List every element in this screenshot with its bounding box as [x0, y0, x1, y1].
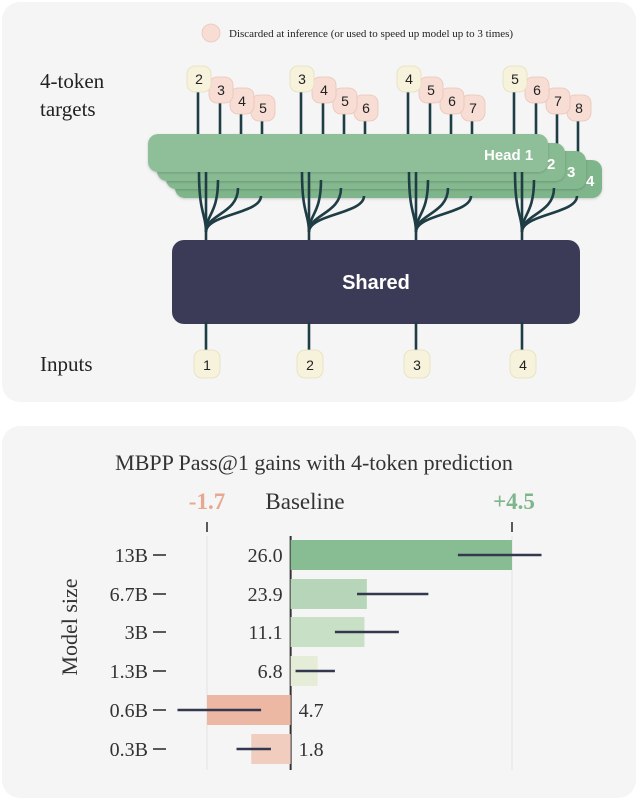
head-2-label: 2	[547, 156, 555, 173]
target-token-primary: 2	[186, 65, 212, 93]
baseline-value: 23.9	[248, 584, 283, 606]
input-tokens: 1 2 3 4	[193, 349, 537, 379]
target-token-box	[311, 76, 337, 104]
target-token-label: 5	[427, 82, 435, 98]
branch-line	[197, 171, 208, 233]
baseline-value: 4.7	[299, 700, 324, 722]
gain-bar-6.7b	[290, 579, 367, 609]
target-token-label: 5	[341, 93, 349, 109]
branch-line	[414, 195, 473, 233]
input-token-box	[296, 349, 324, 379]
input-token: 3	[403, 349, 431, 379]
legend-text: Discarded at inference (or used to speed…	[229, 28, 513, 40]
target-token-primary: 4	[396, 65, 422, 93]
branch-line	[513, 171, 524, 233]
head-4-label: 4	[586, 173, 595, 190]
head-3-label: 3	[567, 164, 575, 181]
branch-line	[307, 195, 366, 233]
target-token-box	[396, 65, 422, 93]
chart-gridlines	[206, 522, 513, 770]
branch-connector-lines	[197, 171, 579, 242]
category-label: 6.7B	[110, 584, 148, 606]
target-token-label: 2	[195, 71, 203, 87]
chart-panel	[2, 426, 636, 798]
target-token-label: 3	[298, 71, 306, 87]
baseline-value: 11.1	[248, 622, 282, 644]
target-token-label: 8	[575, 100, 583, 116]
input-token-box	[509, 349, 537, 379]
target-token-box	[289, 65, 315, 93]
input-token: 1	[193, 349, 221, 379]
target-token-primary: 5	[502, 65, 528, 93]
target-token-discarded: 4	[311, 76, 337, 104]
targets-label-line2: targets	[40, 97, 96, 121]
branch-line	[300, 171, 311, 233]
head-1-label: Head 1	[484, 147, 533, 164]
target-token-label: 7	[469, 100, 477, 116]
target-token-primary: 3	[289, 65, 315, 93]
category-label: 1.3B	[110, 661, 148, 683]
inputs-label: Inputs	[40, 352, 93, 376]
chart-error-bars	[177, 553, 542, 751]
branch-line	[204, 195, 263, 233]
target-token-label: 6	[448, 93, 456, 109]
shared-label: Shared	[342, 272, 410, 294]
input-token-box	[193, 349, 221, 379]
head-1	[148, 134, 548, 172]
baseline-label: Baseline	[265, 489, 344, 514]
target-token-label: 7	[554, 93, 562, 109]
target-token-label: 6	[533, 82, 541, 98]
targets-label-line1: 4-token	[40, 69, 105, 93]
y-axis-label: Model size	[57, 578, 82, 675]
target-token-label: 4	[320, 82, 328, 98]
baseline-value: 6.8	[258, 661, 283, 683]
input-token-box	[403, 349, 431, 379]
chart-labels: 13B 26.0 6.7B 23.9 3B 11.1 1.3B 6.8 0.6B 4.7 0.3B 1…	[110, 545, 324, 761]
input-token: 4	[509, 349, 537, 379]
chart-bars	[207, 540, 512, 764]
target-token-discarded: 5	[418, 76, 444, 104]
target-token-label: 3	[217, 82, 225, 98]
baseline-value: 26.0	[248, 545, 283, 567]
chart-title: MBPP Pass@1 gains with 4-token predictio…	[115, 450, 513, 475]
input-token-label: 1	[203, 357, 211, 373]
target-token-discarded: 6	[524, 76, 550, 104]
target-token-label: 6	[362, 100, 370, 116]
target-token-box	[186, 65, 212, 93]
category-label: 0.3B	[110, 739, 148, 761]
prediction-heads: Head 1 2 3 4	[148, 134, 602, 198]
input-token-label: 2	[306, 357, 314, 373]
architecture-diagram: Discarded at inference (or used to speed…	[40, 23, 602, 379]
target-token-box	[524, 76, 550, 104]
baseline-value: 1.8	[299, 739, 324, 761]
target-token-label: 5	[511, 71, 519, 87]
branch-line	[520, 195, 579, 233]
input-connector-lines	[204, 322, 524, 352]
min-label: -1.7	[189, 489, 225, 514]
target-token-box	[418, 76, 444, 104]
max-label: +4.5	[493, 489, 535, 514]
target-token-discarded: 6	[353, 94, 379, 122]
category-label: 0.6B	[110, 700, 148, 722]
target-token-box	[502, 65, 528, 93]
category-label: 3B	[125, 622, 148, 644]
discarded-legend-marker	[201, 23, 221, 43]
target-token-discarded: 3	[208, 76, 234, 104]
target-token-label: 5	[259, 100, 267, 116]
target-token-label: 4	[238, 93, 246, 109]
target-token-box	[208, 76, 234, 104]
input-token-label: 4	[519, 357, 527, 373]
shared-trunk	[172, 240, 580, 324]
input-token: 2	[296, 349, 324, 379]
category-label: 13B	[115, 545, 148, 567]
target-token-label: 4	[405, 71, 413, 87]
input-token-label: 3	[413, 357, 421, 373]
branch-line	[407, 171, 418, 233]
